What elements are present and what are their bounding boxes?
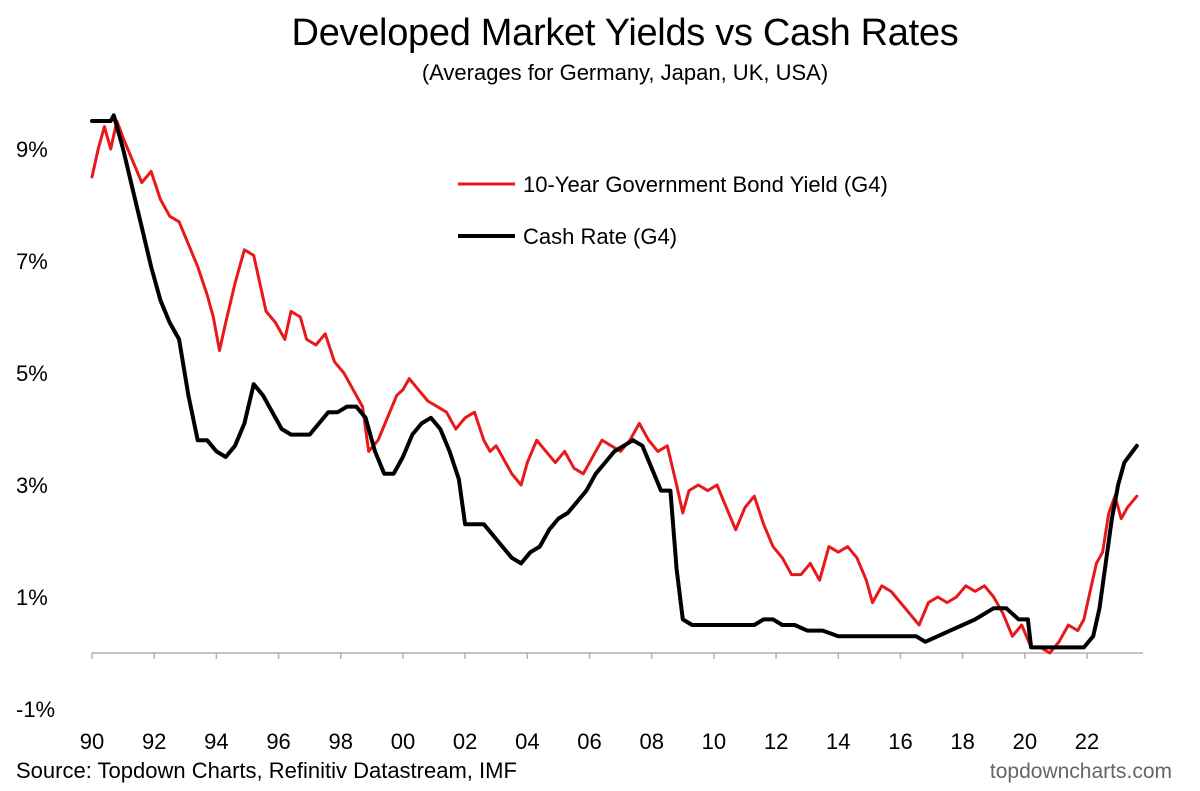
x-tick-label: 12 bbox=[764, 729, 788, 754]
chart-title: Developed Market Yields vs Cash Rates bbox=[291, 12, 959, 54]
chart-subtitle: (Averages for Germany, Japan, UK, USA) bbox=[421, 60, 829, 85]
x-tick-label: 00 bbox=[391, 729, 415, 754]
legend-label: Cash Rate (G4) bbox=[523, 224, 677, 249]
y-tick-label: -1% bbox=[16, 697, 55, 722]
y-tick-label: 7% bbox=[16, 249, 48, 274]
x-tick-label: 96 bbox=[266, 729, 290, 754]
x-tick-label: 08 bbox=[639, 729, 663, 754]
x-tick-label: 94 bbox=[204, 729, 228, 754]
x-tick-label: 18 bbox=[950, 729, 974, 754]
legend-label: 10-Year Government Bond Yield (G4) bbox=[523, 172, 888, 197]
x-tick-label: 10 bbox=[702, 729, 726, 754]
x-tick-label: 92 bbox=[142, 729, 166, 754]
x-tick-label: 20 bbox=[1013, 729, 1037, 754]
y-tick-label: 9% bbox=[16, 137, 48, 162]
series-line-bond-yield bbox=[90, 119, 1139, 655]
x-tick-label: 90 bbox=[80, 729, 104, 754]
y-tick-label: 1% bbox=[16, 585, 48, 610]
watermark: topdowncharts.com bbox=[989, 760, 1172, 783]
x-tick-label: 06 bbox=[577, 729, 601, 754]
x-tick-label: 04 bbox=[515, 729, 539, 754]
x-tick-label: 02 bbox=[453, 729, 477, 754]
series-line-cash-rate bbox=[90, 113, 1139, 650]
x-tick-label: 22 bbox=[1075, 729, 1099, 754]
x-tick-label: 98 bbox=[329, 729, 353, 754]
x-tick-label: 14 bbox=[826, 729, 850, 754]
source-note: Source: Topdown Charts, Refinitiv Datast… bbox=[16, 758, 517, 783]
x-tick-label: 16 bbox=[888, 729, 912, 754]
y-tick-label: 5% bbox=[16, 361, 48, 386]
y-tick-label: 3% bbox=[16, 473, 48, 498]
